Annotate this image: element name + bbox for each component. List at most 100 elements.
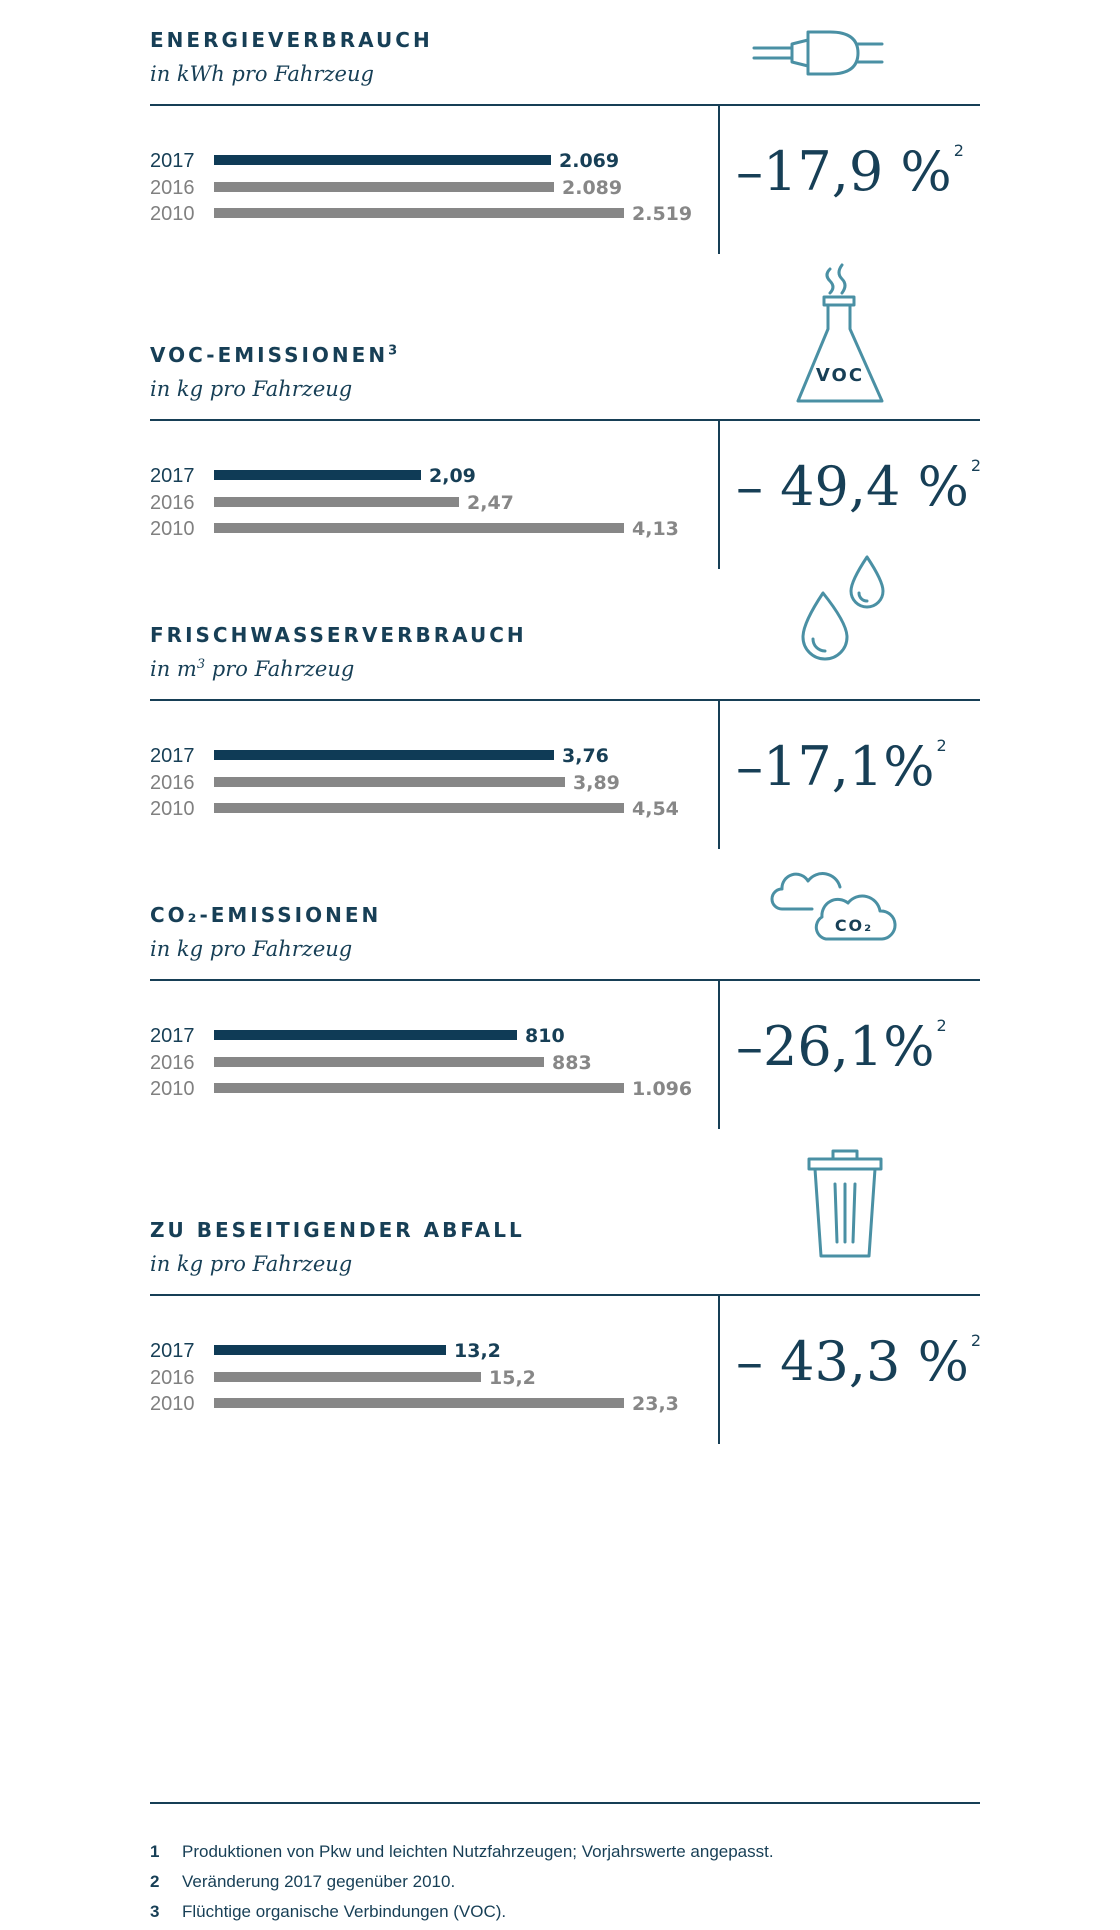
data-label: 2,47 [467,492,514,514]
bar [214,1083,624,1093]
water-drops-icon [801,555,885,661]
year-label: 2010 [150,1393,195,1415]
chart-energieverbrauch: ENERGIEVERBRAUCH in kWh pro Fahrzeug –17… [150,28,980,328]
flask-label: VOC [816,365,864,386]
chart-voc-emissionen: VOC-EMISSIONEN3 in kg pro Fahrzeug – 49,… [150,263,982,643]
chart-subtitle: in kg pro Fahrzeug [150,1252,353,1276]
bar-row-2017: 2017 13,2 [150,1336,710,1366]
change-value: –17,1% 2 [736,735,947,798]
chart-title: FRISCHWASSERVERBRAUCH [150,623,527,647]
bar-row-2010: 2010 4,13 [150,514,710,544]
clouds-icon: CO₂ [770,872,897,941]
divider [150,699,980,701]
data-label: 2.089 [562,177,623,199]
change-value: – 49,4 % 2 [736,455,982,518]
data-label: 2.519 [632,203,693,225]
bar-row-2016: 2016 2,47 [150,488,710,518]
year-label: 2016 [150,1367,195,1389]
divider [718,981,720,1129]
change-value: – 43,3 % 2 [736,1330,982,1393]
chart-title: CO₂-EMISSIONEN [150,903,382,927]
bar [214,1030,517,1040]
data-label: 15,2 [489,1367,536,1389]
bar-row-2016: 2016 3,89 [150,768,710,798]
bar-row-2016: 2016 883 [150,1048,710,1078]
year-label: 2016 [150,177,195,199]
footer-divider [150,1802,980,1804]
divider [150,419,980,421]
chart-subtitle: in kg pro Fahrzeug [150,937,353,961]
data-label: 13,2 [454,1340,501,1362]
bar [214,803,624,813]
year-label: 2016 [150,772,195,794]
year-label: 2016 [150,1052,195,1074]
divider [150,104,980,106]
divider [718,1296,720,1444]
bar [214,155,551,165]
bar [214,470,421,480]
data-label: 4,54 [632,798,679,820]
divider [718,701,720,849]
divider [150,979,980,981]
bar-row-2017: 2017 3,76 [150,741,710,771]
year-label: 2017 [150,465,195,487]
data-label: 1.096 [632,1078,693,1100]
chart-subtitle: in kg pro Fahrzeug [150,377,353,401]
trash-can-icon [807,1149,883,1258]
bar [214,1398,624,1408]
bar [214,497,459,507]
bar [214,182,554,192]
year-label: 2017 [150,745,195,767]
bar [214,208,624,218]
bar-row-2010: 2010 23,3 [150,1389,710,1419]
bar [214,523,624,533]
change-value: –26,1% 2 [736,1015,947,1078]
flask-icon: VOC [796,263,884,403]
year-label: 2017 [150,1025,195,1047]
data-label: 3,89 [573,772,620,794]
bar-row-2017: 2017 2,09 [150,461,710,491]
bar-row-2010: 2010 1.096 [150,1074,710,1104]
year-label: 2010 [150,1078,195,1100]
year-label: 2010 [150,203,195,225]
data-label: 23,3 [632,1393,679,1415]
chart-abfall: ZU BESEITIGENDER ABFALL in kg pro Fahrze… [150,1149,982,1518]
footnote: 2 Veränderung 2017 gegenüber 2010. [150,1872,456,1891]
data-label: 2.069 [559,150,620,172]
chart-subtitle: in kWh pro Fahrzeug [150,62,374,86]
bar [214,777,565,787]
bar [214,1057,544,1067]
bar-row-2017: 2017 810 [150,1021,710,1051]
bar-row-2010: 2010 4,54 [150,794,710,824]
data-label: 3,76 [562,745,609,767]
data-label: 2,09 [429,465,476,487]
change-value: –17,9 % 2 [736,140,964,203]
cloud-label: CO₂ [835,916,873,935]
bar-row-2016: 2016 15,2 [150,1363,710,1393]
divider [718,421,720,569]
footnotes: 1 Produktionen von Pkw und leichten Nutzf… [150,1840,774,1930]
chart-title: ZU BESEITIGENDER ABFALL [150,1218,525,1242]
bar-row-2010: 2010 2.519 [150,199,710,229]
chart-frischwasserverbrauch: FRISCHWASSERVERBRAUCH in m3 pro Fahrzeug… [150,555,980,923]
year-label: 2017 [150,1340,195,1362]
year-label: 2010 [150,518,195,540]
year-label: 2010 [150,798,195,820]
chart-co2-emissionen: CO₂-EMISSIONEN in kg pro Fahrzeug –26,1%… [150,872,980,1203]
year-label: 2016 [150,492,195,514]
bar-row-2017: 2017 2.069 [150,146,710,176]
bar [214,1345,446,1355]
data-label: 810 [525,1025,565,1047]
bar [214,1372,481,1382]
footnote: 3 Flüchtige organische Verbindungen (VOC)… [150,1902,507,1921]
data-label: 883 [552,1052,592,1074]
data-label: 4,13 [632,518,679,540]
divider [150,1294,980,1296]
plug-icon [752,30,884,76]
bar [214,750,554,760]
chart-title: VOC-EMISSIONEN3 [150,343,398,367]
bar-row-2016: 2016 2.089 [150,173,710,203]
chart-subtitle: in m3 pro Fahrzeug [150,657,355,681]
year-label: 2017 [150,150,195,172]
footnote: 1 Produktionen von Pkw und leichten Nutzf… [150,1842,774,1861]
